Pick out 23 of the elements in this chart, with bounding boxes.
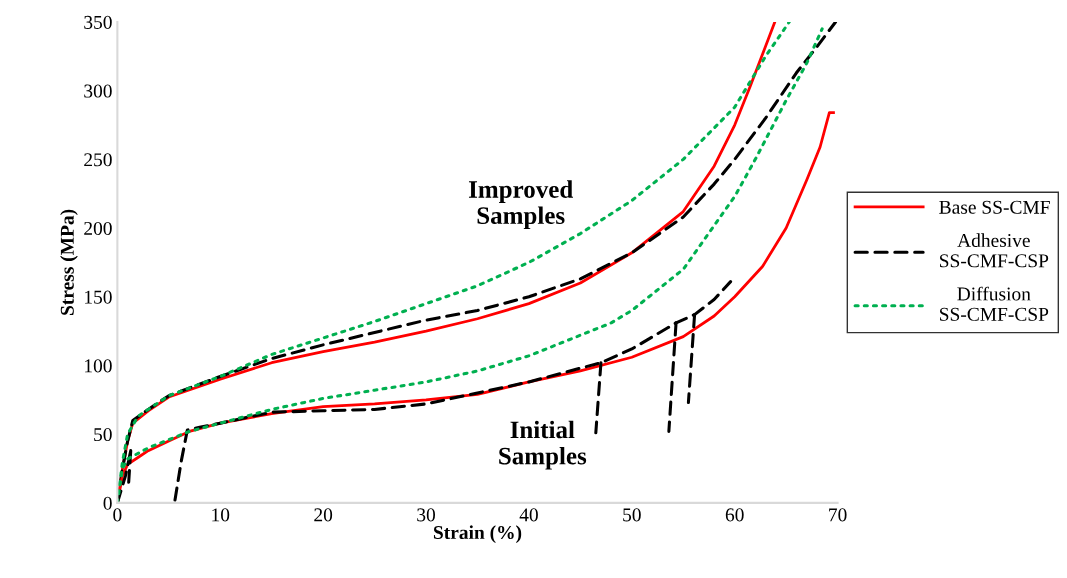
legend-label: Adhesive SS-CMF-CSP bbox=[940, 233, 1049, 268]
y-tick-label: 350 bbox=[84, 15, 112, 29]
x-axis-title: Strain (%) bbox=[433, 525, 522, 543]
annotation: Improved Samples bbox=[468, 180, 573, 230]
legend-label: Base SS-CMF bbox=[939, 200, 1050, 214]
y-tick-label: 150 bbox=[85, 290, 112, 304]
y-tick-label: 100 bbox=[85, 359, 112, 373]
x-tick-label: 60 bbox=[725, 508, 744, 522]
x-tick-label: 20 bbox=[314, 508, 333, 522]
legend-label: Diffusion SS-CMF-CSP bbox=[940, 286, 1049, 321]
x-tick-label: 70 bbox=[829, 508, 847, 522]
y-tick-label: 0 bbox=[103, 496, 112, 510]
y-tick-label: 200 bbox=[84, 221, 112, 235]
x-tick-label: 0 bbox=[113, 508, 122, 522]
annotation: Initial Samples bbox=[499, 420, 587, 470]
y-axis-title: Stress (MPa) bbox=[60, 209, 78, 315]
x-tick-label: 40 bbox=[519, 508, 538, 522]
y-tick-label: 300 bbox=[84, 84, 112, 98]
y-tick-label: 50 bbox=[94, 427, 112, 442]
y-tick-label: 250 bbox=[84, 153, 112, 167]
x-tick-label: 10 bbox=[212, 508, 230, 522]
x-tick-label: 30 bbox=[417, 508, 436, 522]
x-tick-label: 50 bbox=[623, 508, 641, 522]
